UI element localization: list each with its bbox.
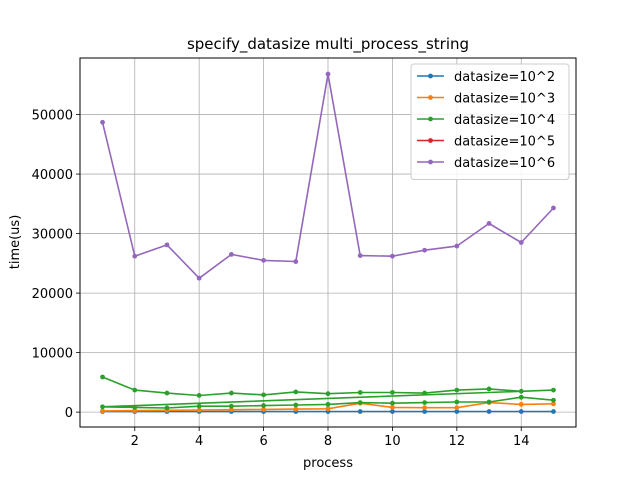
legend-label: datasize=10^4 (454, 113, 555, 128)
series-point-3 (132, 387, 138, 393)
series-point-2 (325, 406, 331, 412)
series-point-3 (164, 405, 170, 411)
series-point-3 (261, 392, 266, 398)
legend-label: datasize=10^2 (454, 70, 555, 85)
legend-marker (428, 116, 433, 122)
y-tick-label: 20000 (32, 287, 73, 302)
y-tick-label: 0 (65, 406, 73, 421)
series-point-1 (518, 409, 524, 414)
series-point-3 (261, 403, 266, 408)
series-point-3 (551, 397, 556, 403)
series-point-3 (293, 389, 299, 395)
series-point-3 (228, 403, 234, 409)
y-tick-label: 10000 (32, 347, 73, 362)
legend-label: datasize=10^5 (454, 135, 555, 150)
series-point-3 (100, 404, 105, 410)
series-point-5 (261, 257, 266, 263)
x-tick-label: 8 (324, 434, 332, 449)
series-point-5 (100, 119, 105, 125)
series-point-2 (422, 405, 428, 411)
series-point-5 (551, 205, 556, 211)
series-point-5 (228, 252, 234, 257)
series-point-5 (132, 253, 138, 259)
series-point-3 (551, 387, 556, 393)
series-point-1 (357, 409, 363, 414)
series-point-5 (293, 259, 299, 264)
x-tick-label: 4 (195, 434, 203, 449)
series-point-2 (228, 407, 234, 413)
series-point-5 (164, 242, 170, 248)
x-tick-label: 6 (259, 434, 267, 449)
legend-marker (428, 95, 433, 100)
y-tick-label: 50000 (32, 109, 73, 124)
series-point-3 (454, 399, 460, 405)
series-point-1 (486, 409, 492, 414)
series-point-2 (454, 405, 460, 411)
series-point-3 (422, 390, 428, 396)
series-layer (100, 71, 556, 414)
series-point-5 (486, 221, 492, 226)
y-tick-label: 30000 (32, 228, 73, 243)
series-point-5 (422, 247, 428, 253)
series-point-3 (164, 390, 170, 396)
legend-marker (428, 159, 433, 165)
y-axis-label: time(us) (8, 215, 23, 270)
series-point-3 (293, 402, 299, 408)
series-point-5 (357, 253, 363, 258)
x-tick-label: 14 (513, 434, 530, 449)
series-point-3 (228, 390, 234, 396)
series-point-5 (454, 243, 460, 249)
series-point-3 (100, 374, 105, 380)
series-point-3 (196, 403, 202, 409)
series-point-2 (293, 406, 299, 412)
x-tick-label: 12 (449, 434, 466, 449)
x-tick-label: 10 (384, 434, 401, 449)
legend-marker (428, 73, 433, 79)
series-point-3 (390, 400, 395, 406)
series-point-3 (422, 400, 428, 405)
series-point-1 (422, 409, 428, 414)
y-tick-label: 40000 (32, 168, 73, 183)
legend: datasize=10^2 datasize=10^3 datasize=10^4 d… (410, 63, 570, 180)
y-axis: 0 10000 20000 30000 40000 50000 (32, 109, 80, 421)
series-point-1 (390, 409, 395, 414)
series-point-3 (486, 399, 492, 405)
series-point-3 (196, 393, 202, 398)
series-point-5 (325, 71, 331, 77)
series-point-3 (486, 386, 492, 392)
series-point-2 (390, 404, 395, 410)
series-point-2 (196, 407, 202, 413)
series-point-3 (132, 404, 138, 410)
series-point-3 (357, 400, 363, 405)
series-point-3 (325, 391, 331, 397)
series-point-5 (390, 253, 395, 259)
series-point-3 (454, 387, 460, 393)
legend-marker (428, 138, 433, 143)
x-axis-label: process (303, 456, 353, 471)
series-line-3 (101, 376, 555, 409)
series-point-2 (100, 408, 105, 414)
series-point-2 (518, 401, 524, 407)
series-point-2 (261, 407, 266, 412)
series-point-3 (518, 388, 524, 394)
series-point-3 (325, 401, 331, 407)
x-axis: 2 4 6 8 10 12 14 (131, 427, 530, 449)
series-point-1 (551, 409, 556, 414)
legend-label: datasize=10^3 (454, 92, 555, 107)
legend-box (410, 63, 570, 180)
x-tick-label: 2 (131, 434, 139, 449)
series-point-1 (454, 409, 460, 414)
series-point-3 (357, 390, 363, 395)
series-point-2 (551, 401, 556, 407)
series-point-3 (518, 394, 524, 400)
series-point-5 (196, 275, 202, 281)
series-point-3 (390, 390, 395, 395)
series-point-5 (518, 240, 524, 245)
chart-title: specify_datasize multi_process_string (187, 35, 469, 54)
legend-label: datasize=10^6 (454, 156, 555, 171)
